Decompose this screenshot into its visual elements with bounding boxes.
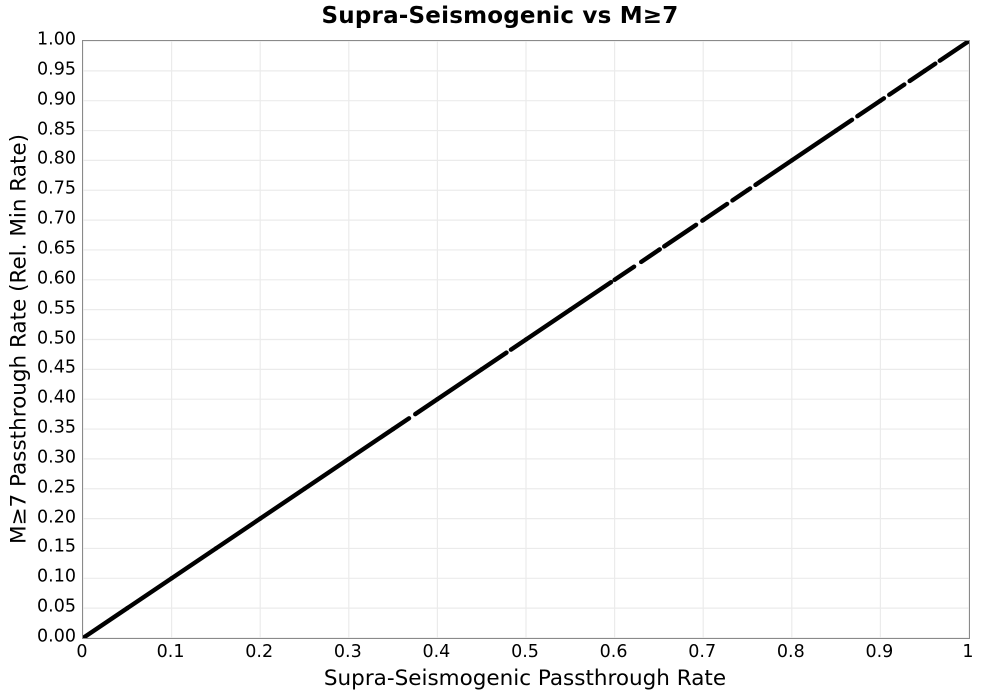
scatter-point bbox=[479, 367, 484, 372]
scatter-point bbox=[568, 307, 573, 312]
x-tick-label: 0.7 bbox=[688, 642, 717, 662]
scatter-point bbox=[878, 98, 883, 103]
y-tick-label: 0.45 bbox=[37, 357, 76, 378]
y-tick-label: 0.85 bbox=[37, 118, 76, 139]
scatter-dense-run bbox=[413, 350, 509, 417]
x-tick-label: 0.6 bbox=[599, 642, 628, 662]
scatter-point bbox=[435, 397, 440, 402]
y-tick-label: 0.90 bbox=[37, 88, 76, 109]
scatter-point bbox=[656, 247, 662, 253]
scatter-dense-run bbox=[887, 82, 907, 97]
x-tick-label: 0.9 bbox=[865, 642, 894, 662]
y-tick-label: 0.50 bbox=[37, 327, 76, 348]
y-tick-label: 0.75 bbox=[37, 178, 76, 199]
y-tick-label: 0.05 bbox=[37, 596, 76, 617]
scatter-dense-run bbox=[638, 247, 662, 265]
scatter-point bbox=[789, 158, 794, 163]
grid-lines bbox=[83, 41, 969, 638]
scatter-dense-run bbox=[907, 61, 938, 84]
scatter-point bbox=[213, 546, 219, 551]
scatter-point bbox=[390, 426, 396, 432]
x-tick-label: 0.5 bbox=[511, 642, 539, 662]
scatter-dense-run bbox=[83, 416, 412, 638]
scatter-point bbox=[745, 188, 750, 193]
scatter-point bbox=[612, 277, 617, 282]
x-axis-label: Supra-Seismogenic Passthrough Rate bbox=[323, 666, 727, 691]
scatter-dense-run bbox=[613, 264, 637, 282]
scatter-point bbox=[922, 68, 927, 74]
y-tick-label: 0.40 bbox=[37, 387, 76, 408]
y-tick-label: 0.80 bbox=[37, 148, 76, 169]
plot-canvas bbox=[83, 41, 969, 638]
scatter-point bbox=[169, 576, 174, 581]
scatter-point bbox=[302, 486, 307, 491]
scatter-dense-run bbox=[700, 201, 730, 223]
x-tick-label: 0.8 bbox=[776, 642, 805, 662]
x-tick-label: 0.1 bbox=[156, 642, 185, 662]
y-axis-tick-labels: 0.00 0.05 0.10 0.15 0.20 0.25 0.30 0.35 0.40 0.45… bbox=[0, 31, 76, 645]
chart-title: Supra-Seismogenic vs M≥7 bbox=[321, 3, 679, 29]
y-tick-label: 0.70 bbox=[37, 208, 76, 229]
x-tick-label: 0.4 bbox=[422, 642, 451, 662]
y-tick-label: 0.00 bbox=[37, 626, 76, 647]
scatter-point bbox=[83, 635, 86, 638]
y-tick-label: 0.60 bbox=[37, 268, 76, 289]
y-tick-label: 0.65 bbox=[37, 238, 76, 259]
y-tick-label: 1.00 bbox=[37, 29, 76, 50]
scatter-point bbox=[258, 516, 263, 521]
y-tick-label: 0.15 bbox=[37, 536, 76, 557]
x-tick-label: 1 bbox=[962, 642, 974, 662]
x-axis-tick-labels: 0 0.1 0.2 0.3 0.4 0.5 0.6 0.7 0.8 0.9 1 bbox=[76, 642, 973, 665]
y-tick-label: 0.10 bbox=[37, 566, 76, 587]
y-tick-label: 0.30 bbox=[37, 447, 76, 468]
scatter-point bbox=[125, 605, 130, 611]
plot-area bbox=[82, 40, 970, 639]
scatter-point bbox=[346, 456, 351, 462]
scatter-point bbox=[523, 337, 529, 342]
scatter-dense-run bbox=[662, 222, 699, 249]
y-tick-label: 0.25 bbox=[37, 477, 76, 497]
x-tick-label: 0.3 bbox=[333, 642, 362, 662]
y-tick-label: 0.35 bbox=[37, 417, 76, 438]
y-tick-label: 0.95 bbox=[37, 59, 76, 80]
scatter-dense-run bbox=[937, 41, 969, 63]
scatter-point bbox=[966, 41, 969, 44]
y-tick-label: 0.20 bbox=[37, 506, 76, 527]
x-tick-label: 0.2 bbox=[245, 642, 274, 662]
scatter-point bbox=[833, 128, 839, 133]
y-tick-label: 0.55 bbox=[37, 297, 76, 318]
scatter-point bbox=[701, 217, 706, 223]
data-series-identity-line bbox=[83, 41, 969, 638]
x-tick-label: 0 bbox=[76, 642, 88, 662]
